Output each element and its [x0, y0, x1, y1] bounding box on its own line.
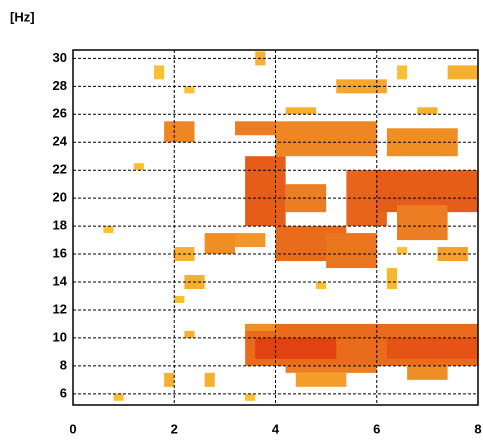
heat-cell [417, 107, 437, 114]
heat-cell [103, 226, 113, 233]
heat-cell [205, 233, 235, 254]
heat-cell [154, 65, 164, 79]
heat-cell [296, 373, 347, 387]
heat-cell [448, 65, 478, 79]
heat-cell [245, 324, 275, 331]
heat-cell [407, 366, 448, 380]
heat-cell [235, 121, 276, 135]
heat-cell [286, 366, 377, 373]
heat-cell [397, 247, 407, 254]
heat-cell [397, 205, 448, 240]
x-tick-label: 6 [373, 421, 380, 436]
chart: [Hz] 68101214161820222426283002468 [0, 0, 483, 441]
heat-cell [326, 233, 377, 268]
heat-cell [387, 338, 478, 359]
y-tick-label: 20 [53, 190, 67, 205]
y-tick-label: 16 [53, 245, 67, 260]
heat-cell [205, 373, 215, 387]
heat-cell [276, 121, 377, 156]
x-tick-label: 0 [69, 421, 76, 436]
heat-cell [316, 282, 326, 289]
heat-cell [134, 163, 144, 170]
y-tick-label: 22 [53, 162, 67, 177]
heat-cell [114, 394, 124, 401]
y-tick-label: 28 [53, 78, 67, 93]
x-tick-label: 4 [272, 421, 280, 436]
x-tick-label: 2 [171, 421, 178, 436]
y-tick-label: 6 [60, 385, 67, 400]
heat-cell [387, 268, 397, 289]
x-tick-label: 8 [474, 421, 481, 436]
heat-cell [286, 107, 316, 114]
heat-cell [184, 331, 194, 338]
heat-cell [397, 65, 407, 79]
y-tick-label: 14 [53, 273, 68, 288]
heat-cell [245, 394, 255, 401]
heat-cell [164, 373, 174, 387]
y-tick-label: 26 [53, 106, 67, 121]
y-tick-label: 18 [53, 218, 67, 233]
heat-cell [255, 338, 336, 359]
heat-cell [235, 233, 265, 247]
y-tick-label: 10 [53, 329, 67, 344]
heat-cell [245, 156, 286, 226]
heat-cell [174, 296, 184, 303]
y-tick-label: 12 [53, 301, 67, 316]
heat-cell [164, 121, 194, 142]
y-tick-label: 30 [53, 50, 67, 65]
y-tick-label: 8 [60, 357, 67, 372]
y-tick-label: 24 [53, 134, 68, 149]
heat-cell [184, 86, 194, 93]
y-axis-label: [Hz] [10, 9, 35, 24]
heat-cell [387, 128, 458, 156]
